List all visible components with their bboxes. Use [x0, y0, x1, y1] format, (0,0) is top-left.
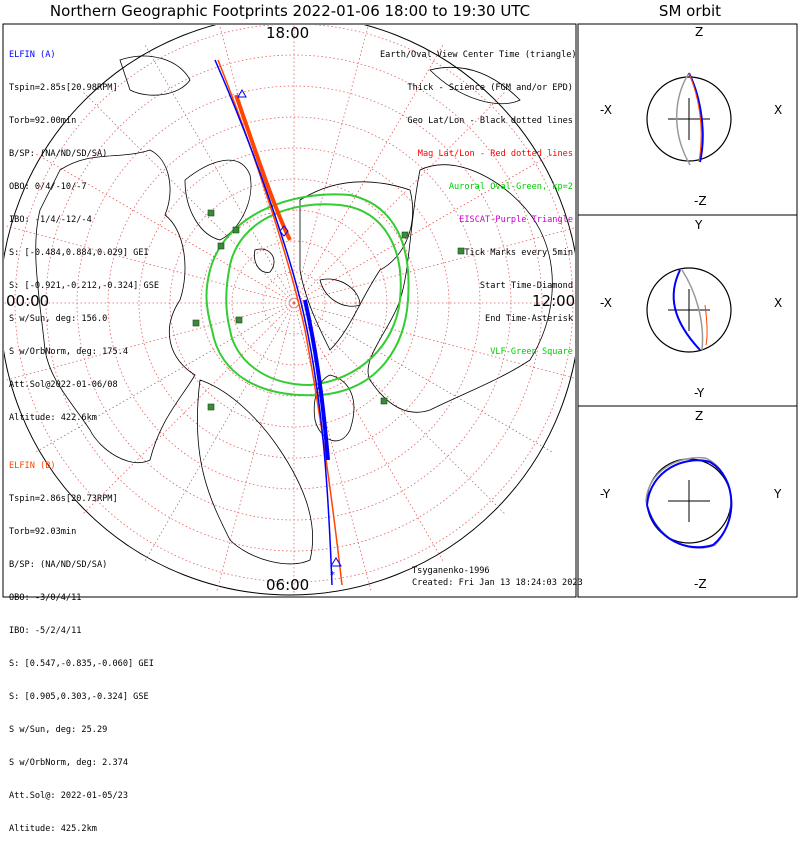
elfin-b-line: Torb=92.03min	[9, 527, 77, 537]
elfin-a-line: S: [-0.484,0.884,0.029] GEI	[9, 248, 149, 258]
elfin-b-line: S w/OrbNorm, deg: 2.374	[9, 758, 128, 768]
vlf-station	[207, 209, 215, 217]
mag-latlon-grid	[4, 25, 575, 596]
page-title: Northern Geographic Footprints 2022-01-0…	[49, 2, 531, 20]
elfin-a-line: Tspin=2.85s[20.98RPM]	[9, 83, 118, 93]
globe-edge	[4, 25, 575, 596]
elfin-a-line: Att.Sol@2022-01-06/08	[9, 380, 118, 390]
vlf-station	[232, 226, 240, 234]
vlf-station	[207, 403, 215, 411]
created-timestamp: Created: Fri Jan 13 18:24:03 2023	[412, 578, 583, 588]
mag-lat-circle	[14, 25, 574, 583]
mag-lon-line	[293, 25, 369, 304]
elfin-a-info: ELFIN (A) Tspin=2.85s[20.98RPM] Torb=92.…	[9, 28, 159, 435]
elfin-a-line: OBO: 0/4/-10/-7	[9, 182, 87, 192]
elfin-b-line: S: [0.905,0.303,-0.324] GSE	[9, 692, 149, 702]
sm-panel-2	[646, 267, 732, 353]
elfin-b-line: IBO: -5/2/4/11	[9, 626, 82, 636]
mag-lat-circle	[262, 271, 326, 335]
sm1-label-bottom: -Z	[694, 194, 707, 208]
vlf-station	[457, 247, 465, 255]
sm2-label-bottom: -Y	[694, 386, 705, 400]
legend-item: Start Time-Diamond	[479, 281, 573, 291]
legend-item: Earth/Oval View Center Time (triangle)	[380, 50, 577, 60]
elfin-a-science-segment	[303, 299, 330, 461]
elfin-a-track	[214, 59, 333, 586]
vlf-station	[380, 397, 388, 405]
legend-item: VLF-Green Square	[490, 347, 573, 357]
elfin-a-line: IBO: -1/4/-12/-4	[9, 215, 92, 225]
legend: Earth/Oval View Center Time (triangle) T…	[380, 28, 577, 369]
sm1-label-right: X	[774, 103, 783, 117]
clock-label-left: 00:00	[6, 292, 50, 310]
clock-label-right: 12:00	[532, 292, 576, 310]
mag-lon-line	[215, 302, 295, 593]
sm-frame	[577, 23, 798, 598]
sm-orbit-title: SM orbit	[658, 2, 722, 20]
elfin-b-line: S: [0.547,-0.835,-0.060] GEI	[9, 659, 154, 669]
vlf-station	[401, 231, 409, 239]
mag-lon-line	[143, 42, 295, 304]
legend-item: Geo Lat/Lon - Black dotted lines	[407, 116, 573, 126]
elfin-a-line: S w/OrbNorm, deg: 175.4	[9, 347, 128, 357]
mag-lat-circle	[231, 240, 357, 366]
auroral-oval-outer	[205, 193, 410, 397]
vlf-station	[192, 319, 200, 327]
elfin-a-end-asterisk: *	[330, 570, 335, 581]
elfin-a-line: Altitude: 422.6km	[9, 413, 97, 423]
auroral-oval-inner	[225, 203, 402, 387]
elfin-a-line: S w/Sun, deg: 156.0	[9, 314, 108, 324]
legend-item: Auroral Oval-Green, kp=2	[448, 182, 573, 192]
vlf-station	[217, 242, 225, 250]
sm2-label-top: Y	[695, 218, 703, 232]
elfin-a-line: S: [-0.921,-0.212,-0.324] GSE	[9, 281, 160, 291]
sm3-label-right: Y	[774, 487, 782, 501]
elfin-a-start-diamond	[279, 225, 289, 237]
sm-panel-1	[646, 72, 732, 166]
mag-lat-circle	[107, 116, 481, 490]
legend-item: Mag Lat/Lon - Red dotted lines	[417, 149, 573, 159]
elfin-b-line: Tspin=2.86s[20.73RPM]	[9, 494, 118, 504]
elfin-b-line: S w/Sun, deg: 25.29	[9, 725, 108, 735]
elfin-b-name: ELFIN (B)	[9, 461, 56, 471]
elfin-b-view-center-triangle	[330, 557, 342, 567]
mag-lon-line	[143, 302, 295, 564]
legend-item: Tick Marks every 5min	[464, 248, 573, 258]
sm2-label-right: X	[774, 296, 783, 310]
map-frame	[2, 23, 577, 598]
sm-panel-3	[645, 456, 733, 549]
elfin-b-line: OBO: -3/0/4/11	[9, 593, 82, 603]
sm3-label-top: Z	[695, 409, 704, 423]
mag-lat-circle	[138, 147, 450, 459]
elfin-b-info: ELFIN (B) Tspin=2.86s[20.73RPM] Torb=92.…	[9, 439, 154, 846]
elfin-a-line: B/SP: (NA/ND/SD/SA)	[9, 149, 108, 159]
polar-map: *	[4, 25, 575, 596]
clock-label-bottom: 06:00	[266, 576, 310, 594]
elfin-a-line: Torb=92.00min	[9, 116, 77, 126]
vlf-station	[235, 316, 243, 324]
sm1-label-top: Z	[695, 25, 704, 39]
vlf-stations	[192, 209, 465, 411]
elfin-b-line: B/SP: (NA/ND/SD/SA)	[9, 560, 108, 570]
sm2-label-left: -X	[600, 296, 612, 310]
sm3-label-bottom: -Z	[694, 577, 707, 591]
sm1-label-left: -X	[600, 103, 612, 117]
elfin-b-science-segment	[234, 94, 292, 241]
clock-label-top: 18:00	[266, 24, 310, 42]
legend-item: End Time-Asterisk	[485, 314, 573, 324]
elfin-b-line: Att.Sol@: 2022-01-05/23	[9, 791, 128, 801]
figure-canvas: *	[2, 23, 798, 598]
elfin-b-line: Altitude: 425.2km	[9, 824, 97, 834]
sm3-label-left: -Y	[600, 487, 611, 501]
legend-item: EISCAT-Purple Triangle	[459, 215, 573, 225]
elfin-a-view-center-triangle	[237, 88, 247, 98]
elfin-a-name: ELFIN (A)	[9, 50, 56, 60]
model-credit: Tsyganenko-1996	[412, 566, 490, 576]
legend-item: Thick - Science (FGM and/or EPD)	[407, 83, 573, 93]
